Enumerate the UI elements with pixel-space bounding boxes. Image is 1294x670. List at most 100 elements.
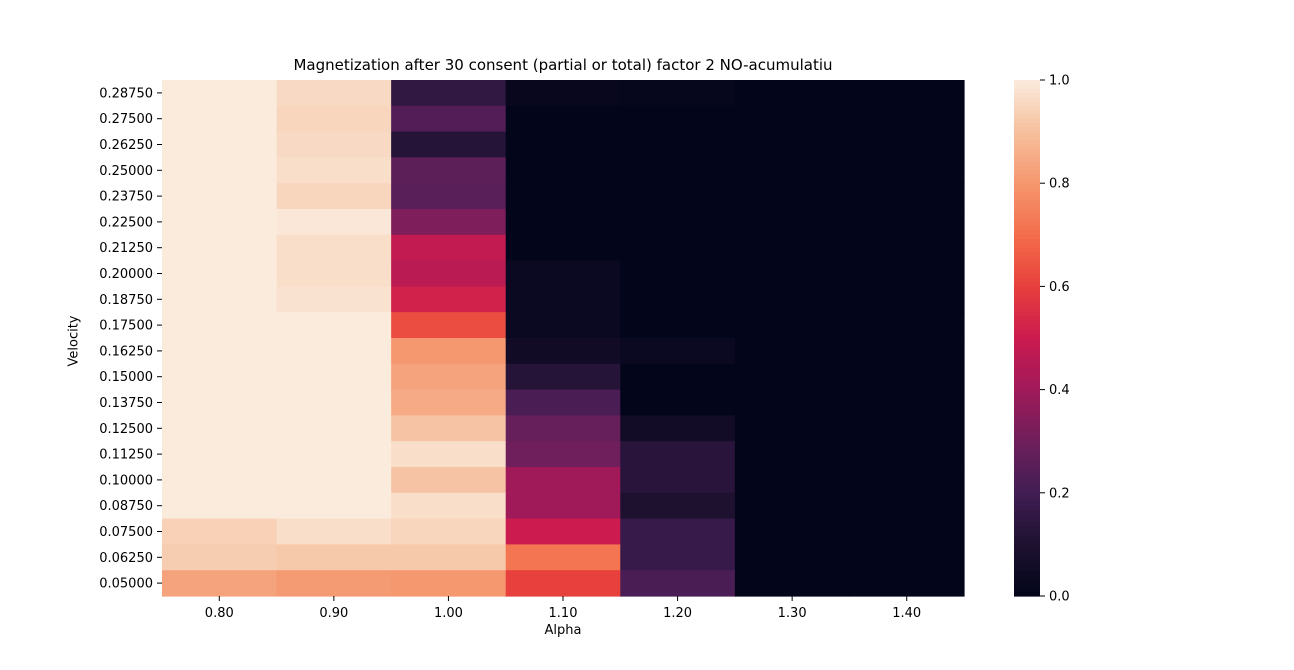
y-tick-label: 0.12500 <box>99 422 153 437</box>
heatmap-cell <box>276 105 392 133</box>
y-tick-label: 0.25000 <box>99 164 153 179</box>
colorbar-segment <box>1014 80 1040 85</box>
x-tick-label: 1.40 <box>892 606 921 621</box>
heatmap-cell <box>734 338 851 365</box>
colorbar-segment <box>1014 213 1040 219</box>
heatmap-cell <box>505 544 621 571</box>
x-tick-label: 1.30 <box>778 606 807 621</box>
heatmap-cell <box>620 260 736 287</box>
heatmap-cell <box>391 570 507 597</box>
colorbar-segment <box>1014 518 1040 524</box>
heatmap-cell <box>505 312 621 339</box>
colorbar-segment <box>1014 368 1040 373</box>
colorbar-segment <box>1014 432 1040 438</box>
x-axis-label: Alpha <box>544 623 582 638</box>
colorbar-segment <box>1014 187 1040 193</box>
heatmap-cell <box>276 234 392 262</box>
y-tick-label: 0.13750 <box>99 396 153 411</box>
colorbar-segment <box>1014 497 1040 502</box>
colorbar-segment <box>1014 393 1040 399</box>
heatmap-cell <box>276 544 392 571</box>
heatmap-cell <box>620 467 736 494</box>
heatmap-cell <box>505 209 621 236</box>
colorbar-segment <box>1014 535 1040 541</box>
heatmap-cell <box>276 518 392 545</box>
colorbar-segment <box>1014 540 1040 545</box>
colorbar-segment <box>1014 252 1040 257</box>
colorbar-segment <box>1014 247 1040 253</box>
colorbar-segment <box>1014 350 1040 356</box>
colorbar-segment <box>1014 510 1040 515</box>
heatmap-cell <box>849 260 965 287</box>
colorbar-segment <box>1014 501 1040 507</box>
x-tick-label: 1.00 <box>434 606 463 621</box>
heatmap-cell <box>849 467 965 494</box>
colorbar-segment <box>1014 355 1040 361</box>
heatmap-cell <box>391 209 507 236</box>
heatmap-cell <box>276 441 392 468</box>
heatmap-cell <box>734 105 851 133</box>
colorbar-segment <box>1014 277 1040 283</box>
colorbar-segment <box>1014 316 1040 322</box>
colorbar-segment <box>1014 269 1040 275</box>
heatmap-cell <box>391 363 507 391</box>
x-tick-label: 1.20 <box>663 606 692 621</box>
colorbar-segment <box>1014 110 1040 115</box>
heatmap-cell <box>849 80 965 107</box>
heatmap-cell <box>276 209 392 236</box>
colorbar-tick-label: 0.4 <box>1049 383 1070 398</box>
heatmap-cell <box>391 312 507 339</box>
heatmap-cell <box>620 441 736 468</box>
heatmap-cell <box>505 260 621 287</box>
colorbar-segment <box>1014 346 1040 352</box>
heatmap-cell <box>734 415 851 442</box>
colorbar-segment <box>1014 402 1040 408</box>
heatmap-cell <box>849 492 965 520</box>
colorbar-segment <box>1014 445 1040 451</box>
heatmap-cell <box>276 131 392 158</box>
heatmap-cell <box>734 492 851 520</box>
colorbar-segment <box>1014 359 1040 365</box>
colorbar-segment <box>1014 209 1040 214</box>
heatmap-cell <box>505 105 621 133</box>
x-tick-label: 0.80 <box>205 606 234 621</box>
y-tick-label: 0.05000 <box>99 577 153 592</box>
heatmap-cell <box>734 157 851 184</box>
heatmap-cell <box>734 441 851 468</box>
y-tick-label: 0.27500 <box>99 112 153 127</box>
heatmap-cell <box>849 286 965 313</box>
heatmap-cell <box>505 234 621 262</box>
colorbar-segment <box>1014 286 1040 292</box>
heatmap-cell <box>620 286 736 313</box>
heatmap-cell <box>620 492 736 520</box>
heatmap-cell <box>620 157 736 184</box>
colorbar-segment <box>1014 475 1040 481</box>
heatmap-cell <box>505 518 621 545</box>
colorbar-segment <box>1014 325 1040 330</box>
colorbar-segment <box>1014 191 1040 197</box>
colorbar-segment <box>1014 105 1040 111</box>
colorbar-segment <box>1014 436 1040 442</box>
colorbar-segment <box>1014 570 1040 576</box>
heatmap-cell <box>505 338 621 365</box>
heatmap-cell <box>505 467 621 494</box>
heatmap-cell <box>505 286 621 313</box>
colorbar-segment <box>1014 204 1040 210</box>
heatmap-cell <box>391 492 507 520</box>
heatmap-cell <box>620 570 736 597</box>
colorbar-segment <box>1014 282 1040 287</box>
heatmap-cell <box>620 363 736 391</box>
heatmap-cell <box>505 492 621 520</box>
colorbar-segment <box>1014 273 1040 279</box>
heatmap-cell <box>162 286 278 313</box>
colorbar-tick-label: 0.2 <box>1049 486 1070 501</box>
colorbar-segment <box>1014 161 1040 167</box>
colorbar-segment <box>1014 329 1040 335</box>
colorbar-segment <box>1014 174 1040 180</box>
colorbar-segment <box>1014 492 1040 498</box>
heatmap-cell <box>620 389 736 416</box>
colorbar-segment <box>1014 226 1040 232</box>
heatmap-cell <box>849 209 965 236</box>
heatmap-cells <box>162 80 965 597</box>
